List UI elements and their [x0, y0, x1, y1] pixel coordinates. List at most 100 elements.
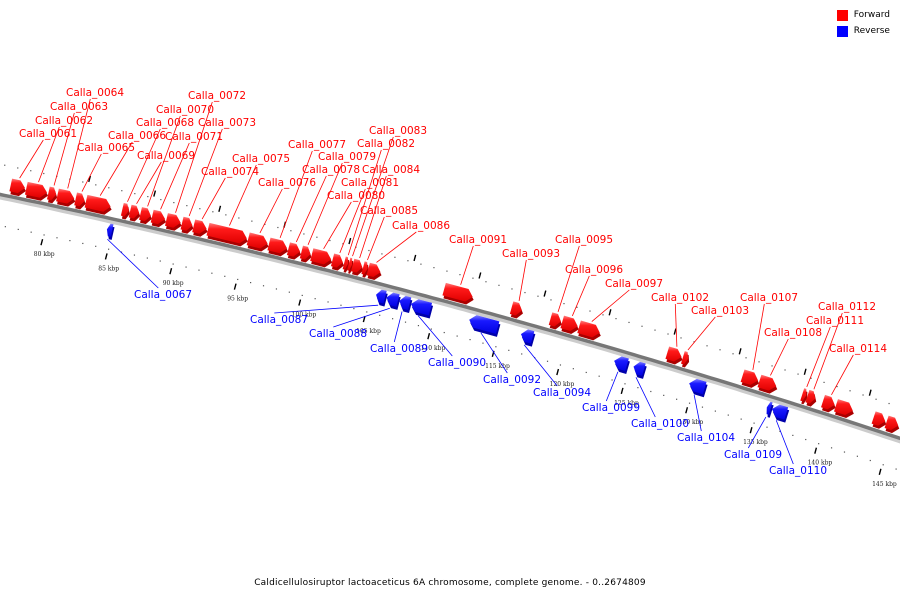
gene-calla-0096[interactable]: [560, 315, 579, 334]
forward-gene-arrow[interactable]: [180, 216, 193, 231]
forward-gene-arrow[interactable]: [139, 207, 151, 222]
gene-calla-0089[interactable]: [399, 295, 413, 313]
forward-gene-arrow[interactable]: [342, 256, 349, 270]
gene-label[interactable]: Calla_0061: [19, 128, 77, 140]
gene-label[interactable]: Calla_0093: [502, 248, 560, 260]
forward-gene-arrow[interactable]: [74, 192, 85, 207]
gene-label[interactable]: Calla_0078: [302, 164, 360, 176]
gene-calla-0094[interactable]: [520, 329, 536, 347]
gene-calla-0073[interactable]: [180, 216, 194, 234]
forward-gene-arrow[interactable]: [310, 248, 332, 265]
forward-gene-arrow[interactable]: [246, 232, 268, 249]
forward-gene-arrow[interactable]: [330, 253, 343, 268]
gene-label[interactable]: Calla_0081: [341, 177, 399, 189]
forward-gene-arrow[interactable]: [206, 222, 247, 244]
gene-calla-0061[interactable]: [9, 178, 27, 197]
gene-label[interactable]: Calla_0076: [258, 177, 316, 189]
gene-label[interactable]: Calla_0096: [565, 264, 623, 276]
gene-label[interactable]: Calla_0110: [769, 465, 827, 477]
forward-gene-arrow[interactable]: [299, 245, 311, 260]
gene-calla-0114[interactable]: [821, 394, 836, 413]
gene-label[interactable]: Calla_0070: [156, 104, 214, 116]
forward-gene-arrow[interactable]: [351, 258, 363, 273]
forward-gene-arrow[interactable]: [805, 389, 816, 404]
gene-calla-0100[interactable]: [633, 361, 647, 379]
gene-calla-0074[interactable]: [192, 219, 208, 237]
forward-gene-arrow[interactable]: [9, 178, 26, 194]
gene-label[interactable]: Calla_0063: [50, 101, 108, 113]
gene-label[interactable]: Calla_0073: [198, 117, 256, 129]
reverse-gene-arrow[interactable]: [399, 295, 412, 310]
gene-label[interactable]: Calla_0109: [724, 449, 782, 461]
gene-label[interactable]: Calla_0104: [677, 432, 735, 444]
gene-calla-0063[interactable]: [46, 186, 58, 204]
gene-label[interactable]: Calla_0102: [651, 292, 709, 304]
gene-calla-0111[interactable]: [800, 388, 808, 405]
forward-gene-arrow[interactable]: [46, 186, 57, 201]
gene-label[interactable]: Calla_0090: [428, 357, 486, 369]
reverse-gene-arrow[interactable]: [376, 289, 387, 304]
gene-label[interactable]: Calla_0099: [582, 402, 640, 414]
forward-gene-arrow[interactable]: [548, 312, 561, 327]
forward-gene-arrow[interactable]: [871, 411, 886, 426]
gene-calla-0085[interactable]: [361, 261, 369, 278]
gene-label[interactable]: Calla_0062: [35, 115, 93, 127]
reverse-gene-arrow[interactable]: [410, 299, 433, 316]
gene-calla-0099[interactable]: [614, 356, 630, 374]
forward-gene-arrow[interactable]: [347, 257, 353, 271]
gene-calla-0077[interactable]: [267, 237, 289, 257]
gene-label[interactable]: Calla_0094: [533, 387, 591, 399]
gene-calla-0064[interactable]: [56, 188, 76, 207]
gene-calla-0072[interactable]: [164, 213, 182, 231]
forward-gene-arrow[interactable]: [821, 394, 835, 410]
gene-calla-0109[interactable]: [766, 401, 774, 418]
gene-calla-0087[interactable]: [376, 289, 388, 307]
gene-label[interactable]: Calla_0074: [201, 166, 259, 178]
gene-calla-0083[interactable]: [347, 257, 354, 274]
gene-label[interactable]: Calla_0071: [165, 131, 223, 143]
forward-gene-arrow[interactable]: [56, 188, 75, 204]
gene-calla-0070[interactable]: [139, 207, 152, 225]
forward-gene-arrow[interactable]: [267, 237, 288, 254]
forward-gene-arrow[interactable]: [509, 301, 522, 316]
gene-label[interactable]: Calla_0112: [818, 301, 876, 313]
gene-label[interactable]: Calla_0092: [483, 374, 541, 386]
gene-calla-0107[interactable]: [740, 369, 760, 388]
gene-calla-0103[interactable]: [680, 351, 690, 368]
gene-label[interactable]: Calla_0086: [392, 220, 450, 232]
gene-label[interactable]: Calla_0077: [288, 139, 346, 151]
gene-calla-0079[interactable]: [299, 245, 312, 263]
gene-label[interactable]: Calla_0075: [232, 153, 290, 165]
forward-gene-arrow[interactable]: [757, 374, 777, 391]
gene-calla-0078[interactable]: [286, 242, 302, 260]
gene-calla-0065[interactable]: [74, 192, 86, 210]
gene-label[interactable]: Calla_0111: [806, 315, 864, 327]
gene-calla-0115[interactable]: [833, 399, 854, 419]
gene-label[interactable]: Calla_0107: [740, 292, 798, 304]
gene-label[interactable]: Calla_0089: [370, 343, 428, 355]
gene-label[interactable]: Calla_0100: [631, 418, 689, 430]
gene-label[interactable]: Calla_0108: [764, 327, 822, 339]
gene-label[interactable]: Calla_0079: [318, 151, 376, 163]
forward-gene-arrow[interactable]: [884, 415, 899, 431]
gene-calla-0110[interactable]: [771, 404, 790, 423]
gene-calla-0075[interactable]: [206, 222, 248, 247]
gene-calla-0102[interactable]: [665, 346, 683, 365]
gene-label[interactable]: Calla_0065: [77, 142, 135, 154]
gene-label[interactable]: Calla_0087: [250, 314, 308, 326]
reverse-gene-arrow[interactable]: [386, 292, 400, 307]
gene-calla-0067[interactable]: [106, 223, 115, 240]
forward-gene-arrow[interactable]: [560, 315, 578, 331]
gene-label[interactable]: Calla_0066: [108, 130, 166, 142]
forward-gene-arrow[interactable]: [442, 282, 473, 302]
gene-calla-0116[interactable]: [871, 411, 887, 429]
gene-calla-0117[interactable]: [884, 415, 900, 434]
gene-calla-0068[interactable]: [120, 202, 130, 220]
gene-label[interactable]: Calla_0114: [829, 343, 887, 355]
gene-label[interactable]: Calla_0064: [66, 87, 124, 99]
gene-calla-0069[interactable]: [128, 204, 141, 222]
gene-calla-0097[interactable]: [577, 320, 601, 341]
gene-label[interactable]: Calla_0082: [357, 138, 415, 150]
gene-label[interactable]: Calla_0097: [605, 278, 663, 290]
forward-gene-arrow[interactable]: [286, 242, 301, 257]
